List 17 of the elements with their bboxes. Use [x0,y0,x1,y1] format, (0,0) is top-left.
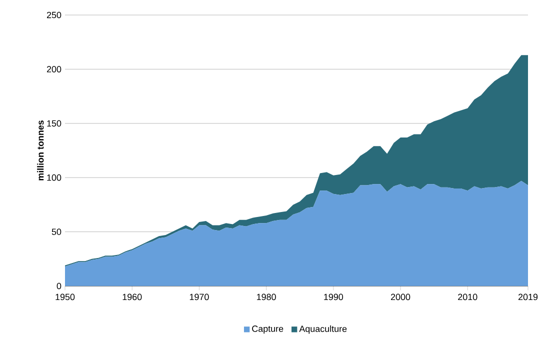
legend-label: Capture [252,326,284,334]
y-tick-label: 100 [47,174,62,181]
y-tick-label: 200 [46,66,62,72]
x-tick-label: 2000 [390,294,410,300]
x-tick-label: 1980 [257,294,276,300]
x-tick-label: 1960 [122,294,142,300]
x-tick-label: 1950 [56,294,75,300]
x-tick-label: 1990 [324,294,344,300]
y-tick-label: 50 [52,228,62,235]
y-axis-title: million tonnes [37,120,44,180]
x-tick-label: 1970 [190,294,209,300]
x-tick-label: 2019 [518,294,538,300]
y-tick-label: 250 [46,12,62,18]
legend-label: Aquaculture [299,325,347,334]
y-tick-label: 0 [56,282,62,290]
x-tick-label: 2010 [458,294,478,300]
y-tick-label: 150 [47,120,62,127]
